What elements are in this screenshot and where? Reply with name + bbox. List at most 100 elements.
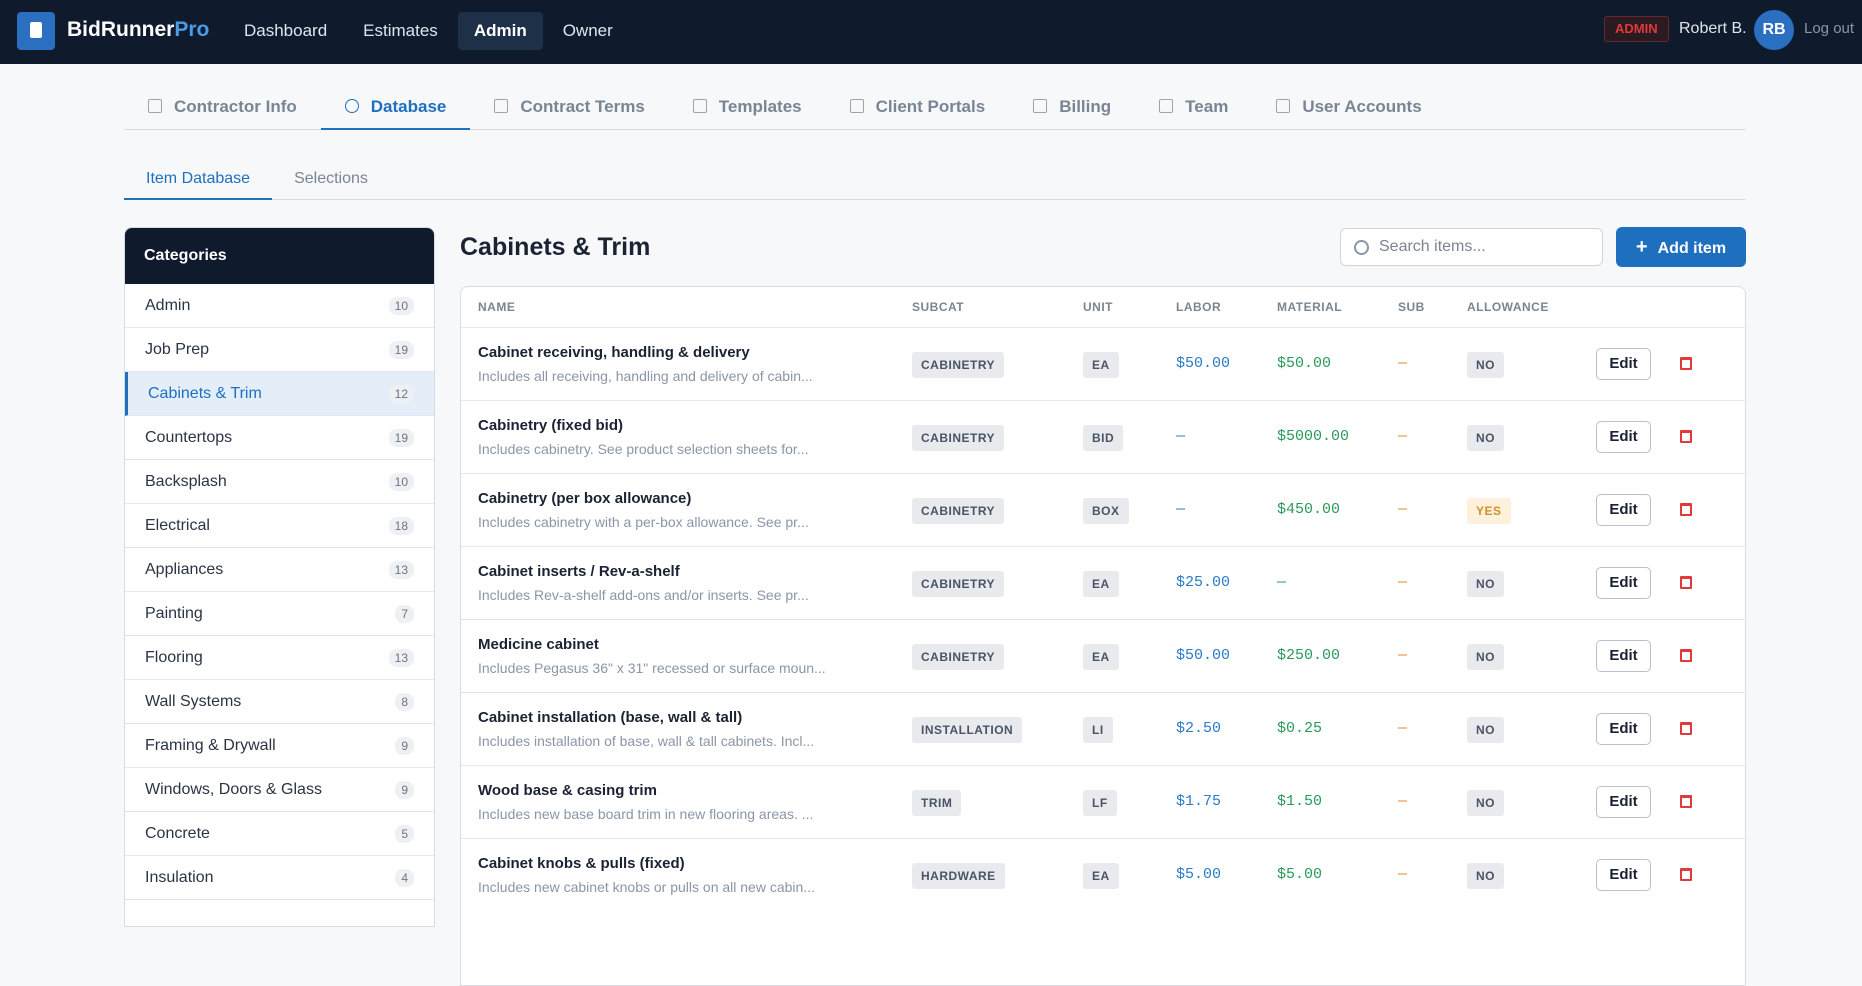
category-count: 8: [395, 692, 414, 711]
labor: $50.00: [1176, 355, 1231, 372]
labor: $25.00: [1176, 574, 1231, 591]
delete-button[interactable]: [1680, 649, 1692, 662]
item-name: Cabinetry (fixed bid): [478, 417, 624, 434]
item-description: Includes cabinetry. See product selectio…: [478, 441, 809, 457]
category-item[interactable]: Windows, Doors & Glass 9: [125, 768, 434, 812]
tab[interactable]: Client Portals: [826, 88, 1010, 130]
labor: —: [1176, 428, 1186, 445]
brand[interactable]: BidRunnerPro: [67, 18, 209, 42]
subcat-badge: CABINETRY: [912, 571, 1005, 597]
edit-button[interactable]: Edit: [1596, 859, 1651, 891]
edit-button[interactable]: Edit: [1596, 786, 1651, 818]
category-item[interactable]: Painting 7: [125, 592, 434, 636]
user-name: Robert B.: [1679, 20, 1747, 37]
page: BidRunnerPro Dashboard Estimates Admin Owne…: [0, 0, 1862, 911]
material: $5000.00: [1277, 428, 1350, 445]
labor: —: [1176, 501, 1186, 518]
delete-button[interactable]: [1680, 722, 1692, 735]
allowance-badge: NO: [1467, 571, 1504, 597]
category-item[interactable]: Concrete 5: [125, 812, 434, 856]
nav-item[interactable]: Estimates: [363, 21, 438, 40]
category-item[interactable]: Backsplash 10: [125, 460, 434, 504]
tab[interactable]: Templates: [669, 88, 826, 130]
sub: —: [1398, 647, 1408, 664]
category-item[interactable]: Admin 10: [125, 284, 434, 328]
allowance-badge: YES: [1467, 498, 1511, 524]
subtab[interactable]: Item Database: [124, 164, 273, 200]
edit-button[interactable]: Edit: [1596, 567, 1651, 599]
edit-button[interactable]: Edit: [1596, 713, 1651, 745]
item-name: Cabinet installation (base, wall & tall): [478, 709, 743, 726]
category-item[interactable]: Electrical 18: [125, 504, 434, 548]
unit-badge: BOX: [1083, 498, 1129, 524]
item-name: Cabinetry (per box allowance): [478, 490, 692, 507]
edit-button[interactable]: Edit: [1596, 640, 1651, 672]
item-name: Cabinet knobs & pulls (fixed): [478, 855, 685, 872]
delete-button[interactable]: [1680, 357, 1692, 370]
sub: —: [1398, 574, 1408, 591]
delete-button[interactable]: [1680, 503, 1692, 516]
add-label: Add item: [1657, 240, 1727, 257]
tab[interactable]: Contractor Info: [124, 88, 321, 130]
column-header: SUB: [1398, 300, 1425, 314]
item-description: Includes cabinetry with a per-box allowa…: [478, 514, 809, 530]
category-label: Job Prep: [145, 340, 210, 358]
tab[interactable]: Team: [1135, 88, 1252, 130]
sub: —: [1398, 501, 1408, 518]
logo[interactable]: [17, 12, 55, 50]
add-button[interactable]: + Add item: [1616, 227, 1746, 267]
sidebar: Categories Admin 10 Job Prep 19 Cabinets & T…: [124, 227, 435, 927]
nav-item[interactable]: Admin: [457, 12, 543, 50]
category-label: Windows, Doors & Glass: [145, 780, 322, 798]
category-count: 4: [395, 868, 414, 887]
sub: —: [1398, 720, 1408, 737]
nav-item[interactable]: Owner: [562, 21, 613, 40]
category-item[interactable]: Appliances 13: [125, 548, 434, 592]
material: $450.00: [1277, 501, 1341, 518]
category-count: 19: [388, 340, 414, 359]
category-item[interactable]: Insulation 4: [125, 856, 434, 900]
item-description: Includes Rev-a-shelf add-ons and/or inse…: [478, 587, 809, 603]
item-description: Includes installation of base, wall & ta…: [478, 733, 815, 749]
edit-button[interactable]: Edit: [1596, 421, 1651, 453]
edit-button[interactable]: Edit: [1596, 494, 1651, 526]
category-item[interactable]: Flooring 13: [125, 636, 434, 680]
category-item[interactable]: Job Prep 19: [125, 328, 434, 372]
labor: $1.75: [1176, 793, 1222, 810]
search-input[interactable]: Search items...: [1340, 228, 1603, 266]
category-item[interactable]: Cabinets & Trim 12: [125, 372, 434, 416]
category-item[interactable]: Countertops 19: [125, 416, 434, 460]
subcat-badge: CABINETRY: [912, 498, 1005, 524]
tab[interactable]: Database: [320, 88, 471, 130]
category-label: Concrete: [145, 824, 210, 842]
subtab[interactable]: Selections: [294, 170, 368, 187]
tab[interactable]: Contract Terms: [470, 88, 668, 130]
item-name: Cabinet receiving, handling & delivery: [478, 344, 750, 361]
category-count: 18: [388, 516, 414, 535]
category-item[interactable]: Wall Systems 8: [125, 680, 434, 724]
delete-button[interactable]: [1680, 430, 1692, 443]
category-item[interactable]: Framing & Drywall 9: [125, 724, 434, 768]
tab[interactable]: Billing: [1009, 88, 1135, 130]
category-label: Flooring: [145, 648, 203, 666]
labor: $5.00: [1176, 866, 1222, 883]
edit-button[interactable]: Edit: [1596, 348, 1651, 380]
material: $250.00: [1277, 647, 1341, 664]
delete-button[interactable]: [1680, 576, 1692, 589]
section-title: Cabinets & Trim: [460, 233, 651, 261]
table-row: Cabinet receiving, handling & delivery In…: [461, 327, 1745, 400]
unit-badge: BID: [1083, 425, 1124, 451]
items-table: NAME SUBCAT UNIT LABOR MATERIAL SUB ALLOWANCE C…: [460, 286, 1746, 986]
nav-item[interactable]: Dashboard: [244, 21, 328, 40]
delete-button[interactable]: [1680, 868, 1692, 881]
unit-badge: EA: [1083, 863, 1119, 889]
allowance-badge: NO: [1467, 352, 1504, 378]
tab[interactable]: User Accounts: [1252, 88, 1445, 130]
category-count: 10: [388, 472, 414, 491]
avatar[interactable]: RB: [1754, 10, 1794, 50]
category-label: Backsplash: [145, 472, 227, 490]
allowance-badge: NO: [1467, 863, 1504, 889]
logout[interactable]: Log out: [1804, 20, 1855, 37]
delete-button[interactable]: [1680, 795, 1692, 808]
category-count: 9: [395, 736, 414, 755]
